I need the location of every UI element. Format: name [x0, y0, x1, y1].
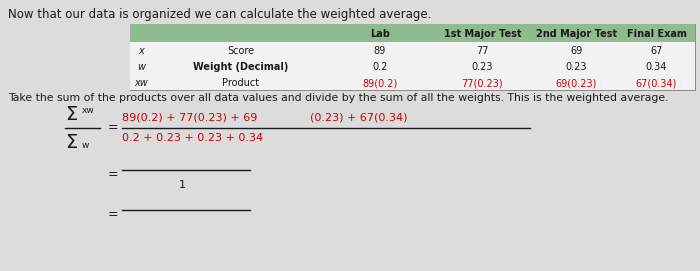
- Text: 89(0.2) + 77(0.23) + 69: 89(0.2) + 77(0.23) + 69: [122, 113, 258, 123]
- Text: 1: 1: [178, 180, 186, 190]
- Text: x: x: [138, 46, 144, 56]
- Text: Score: Score: [228, 46, 255, 56]
- Text: (0.23) + 67(0.34): (0.23) + 67(0.34): [310, 113, 407, 123]
- Text: 0.2 + 0.23 + 0.23 + 0.34: 0.2 + 0.23 + 0.23 + 0.34: [122, 133, 263, 143]
- Text: Take the sum of the products over all data values and divide by the sum of all t: Take the sum of the products over all da…: [8, 93, 668, 103]
- Text: Weight (Decimal): Weight (Decimal): [193, 62, 288, 72]
- Text: =: =: [108, 121, 118, 134]
- Text: w: w: [82, 140, 90, 150]
- Text: 0.23: 0.23: [566, 62, 587, 72]
- Text: Now that our data is organized we can calculate the weighted average.: Now that our data is organized we can ca…: [8, 8, 431, 21]
- Text: xw: xw: [82, 105, 94, 115]
- Text: xw: xw: [134, 78, 148, 88]
- Text: =: =: [108, 208, 118, 221]
- Text: w: w: [137, 62, 145, 72]
- Text: 2nd Major Test: 2nd Major Test: [536, 29, 617, 39]
- Text: 77: 77: [476, 46, 489, 56]
- Text: 89: 89: [374, 46, 386, 56]
- Text: 69: 69: [570, 46, 582, 56]
- Text: 69(0.23): 69(0.23): [556, 78, 597, 88]
- Text: $\Sigma$: $\Sigma$: [65, 133, 78, 151]
- Text: Lab: Lab: [370, 29, 390, 39]
- Text: 67: 67: [650, 46, 663, 56]
- Text: 67(0.34): 67(0.34): [636, 78, 677, 88]
- Text: Final Exam: Final Exam: [626, 29, 687, 39]
- Text: 1st Major Test: 1st Major Test: [444, 29, 522, 39]
- Text: 89(0.2): 89(0.2): [363, 78, 398, 88]
- Text: 77(0.23): 77(0.23): [462, 78, 503, 88]
- Text: 0.34: 0.34: [646, 62, 667, 72]
- Text: 0.23: 0.23: [472, 62, 493, 72]
- Text: Product: Product: [223, 78, 260, 88]
- Text: =: =: [108, 169, 118, 182]
- Text: $\Sigma$: $\Sigma$: [65, 105, 78, 124]
- Text: 0.2: 0.2: [372, 62, 388, 72]
